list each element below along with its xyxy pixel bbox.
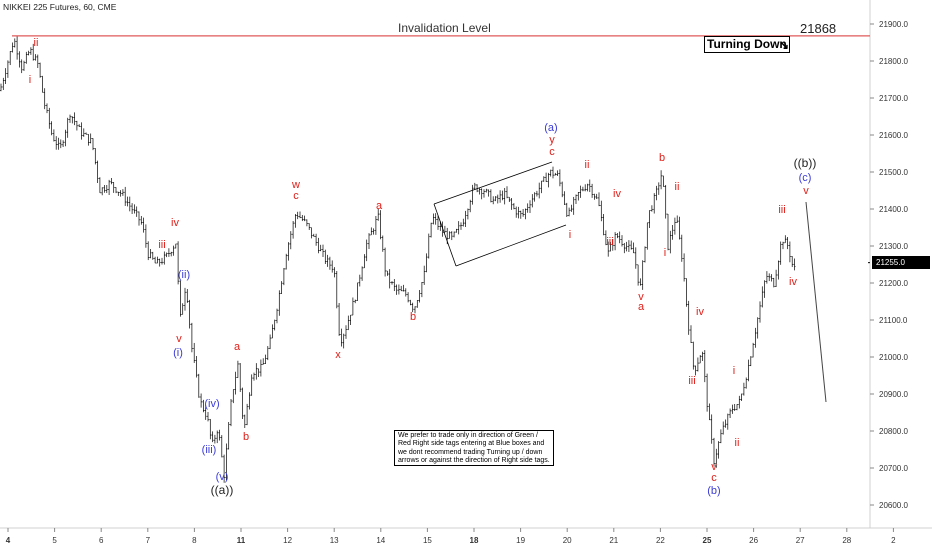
wave-label: v [176, 333, 182, 345]
wave-label: c [711, 472, 717, 484]
wave-label: b [410, 311, 416, 323]
x-tick-label: 5 [52, 536, 57, 545]
x-tick-label: 26 [749, 536, 758, 545]
wave-label: a [234, 341, 241, 353]
wave-label: ((a)) [211, 483, 234, 497]
wave-label: iii [158, 239, 165, 251]
wave-label: iii [778, 204, 785, 216]
wave-label: c [549, 146, 555, 158]
wave-label: c [293, 190, 299, 202]
wave-label: iv [696, 306, 704, 318]
wave-label: iv [789, 276, 797, 288]
x-tick-label: 25 [703, 536, 712, 545]
x-tick-label: 2 [891, 536, 896, 545]
y-tick-label: 20700.0 [879, 464, 908, 473]
wave-label: (a) [544, 122, 557, 134]
x-tick-label: 15 [423, 536, 432, 545]
y-tick-label: 20600.0 [879, 501, 908, 510]
wave-label: a [638, 301, 645, 313]
wave-label: iv [613, 188, 621, 200]
wave-label: ii [735, 437, 740, 449]
wave-label: v [638, 291, 644, 303]
wave-label: iv [171, 217, 179, 229]
wave-label: b [243, 431, 249, 443]
wave-label: (i) [173, 347, 183, 359]
y-tick-label: 21000.0 [879, 353, 908, 362]
x-tick-label: 7 [146, 536, 151, 545]
wave-label: (iv) [204, 398, 219, 410]
disclaimer-note: We prefer to trade only in direction of … [394, 430, 554, 466]
wave-labels: iiiiviii(ii)v(i)(iv)(iii)(v)((a))abwcxab… [29, 37, 817, 497]
channel-line [433, 161, 553, 205]
turning-down-label: Turning Down [707, 37, 787, 51]
x-tick-label: 14 [376, 536, 385, 545]
x-tick-label: 4 [6, 536, 11, 545]
y-tick-label: 20900.0 [879, 390, 908, 399]
x-axis: 4 5 6 7 8 11 12 13 14 15 18 19 20 21 22 25 26 27 28 2 [6, 528, 896, 545]
wave-label: (iii) [202, 444, 217, 456]
y-tick-label: 20800.0 [879, 427, 908, 436]
wave-label: v [711, 461, 717, 473]
wave-label: ii [34, 37, 39, 49]
x-tick-label: 13 [330, 536, 339, 545]
x-tick-label: 12 [283, 536, 292, 545]
ohlc-bars [0, 35, 796, 483]
y-tick-label: 21400.0 [879, 205, 908, 214]
invalidation-value: 21868 [800, 21, 837, 36]
y-tick-label: 21700.0 [879, 94, 908, 103]
channel-line [455, 224, 567, 267]
wave-label: (v) [216, 471, 229, 483]
x-tick-label: 18 [470, 536, 479, 545]
wave-label: v [803, 185, 809, 197]
wave-label: iii [688, 375, 695, 387]
channel-line [433, 203, 457, 267]
y-axis: 20600.0 20700.0 20800.0 20900.0 21000.0 21100… [870, 20, 908, 510]
y-tick-label: 21200.0 [879, 279, 908, 288]
wave-label: i [569, 229, 571, 241]
x-tick-label: 8 [192, 536, 197, 545]
wave-label: x [335, 349, 341, 361]
y-tick-label: 21100.0 [879, 316, 908, 325]
last-price-tag: 21255.0 [872, 256, 930, 269]
wave-label: (c) [799, 172, 812, 184]
wave-label: a [376, 200, 383, 212]
y-tick-label: 21500.0 [879, 168, 908, 177]
wave-label: y [549, 134, 555, 146]
invalidation-label: Invalidation Level [398, 21, 491, 35]
wave-label: iii [606, 236, 613, 248]
wave-label: (b) [707, 485, 720, 497]
x-tick-label: 19 [516, 536, 525, 545]
projection-line [805, 201, 827, 403]
y-tick-label: 21900.0 [879, 20, 908, 29]
y-tick-label: 21800.0 [879, 57, 908, 66]
x-tick-label: 11 [237, 536, 246, 545]
chart-title: NIKKEI 225 Futures, 60, CME [3, 2, 117, 12]
turning-down-box: Turning Down ↘ [704, 36, 790, 53]
wave-label: (ii) [178, 269, 190, 281]
wave-label: ((b)) [794, 156, 817, 170]
x-tick-label: 21 [609, 536, 618, 545]
wave-label: b [659, 152, 665, 164]
wave-label: i [29, 74, 31, 86]
wave-label: i [664, 247, 666, 259]
y-tick-label: 21300.0 [879, 242, 908, 251]
wave-label: ii [585, 159, 590, 171]
arrow-down-right-icon: ↘ [779, 38, 790, 52]
x-tick-label: 22 [656, 536, 665, 545]
wave-label: ii [675, 181, 680, 193]
x-tick-label: 28 [842, 536, 851, 545]
wave-label: i [733, 365, 735, 377]
wave-label: w [291, 179, 300, 191]
x-tick-label: 20 [563, 536, 572, 545]
x-tick-label: 6 [99, 536, 104, 545]
x-tick-label: 27 [796, 536, 805, 545]
annotation-lines [12, 35, 870, 403]
y-tick-label: 21600.0 [879, 131, 908, 140]
